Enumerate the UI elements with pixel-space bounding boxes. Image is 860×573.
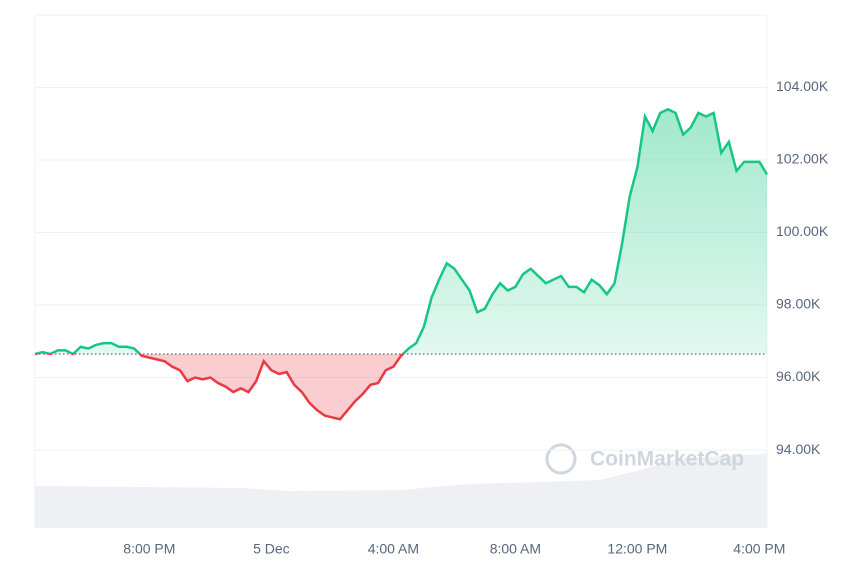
price-line-down [34, 353, 405, 421]
y-tick-label: 98.00K [776, 296, 821, 312]
x-tick-label: 12:00 PM [607, 541, 667, 557]
x-tick-label: 5 Dec [253, 541, 290, 557]
area-up [35, 109, 767, 354]
area-down [35, 353, 767, 420]
y-tick-label: 102.00K [776, 151, 829, 167]
y-tick-label: 104.00K [776, 78, 829, 94]
y-tick-label: 94.00K [776, 441, 821, 457]
watermark: CoinMarketCap [545, 443, 744, 475]
x-tick-label: 4:00 PM [733, 541, 785, 557]
y-tick-label: 96.00K [776, 368, 821, 384]
x-tick-label: 4:00 AM [368, 541, 419, 557]
x-tick-label: 8:00 PM [123, 541, 175, 557]
x-tick-label: 8:00 AM [490, 541, 541, 557]
volume-backdrop [35, 454, 767, 528]
y-tick-label: 100.00K [776, 223, 829, 239]
watermark-text: CoinMarketCap [590, 448, 744, 471]
price-line-up [34, 107, 769, 354]
